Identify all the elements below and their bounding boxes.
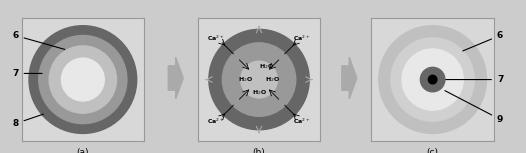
Circle shape — [39, 35, 127, 124]
Text: (b): (b) — [252, 148, 266, 153]
Text: Ca$^{2+}$: Ca$^{2+}$ — [207, 33, 225, 43]
Text: 8: 8 — [12, 114, 44, 128]
Circle shape — [241, 61, 277, 98]
Circle shape — [29, 26, 137, 133]
Text: 7: 7 — [440, 75, 503, 84]
Text: 9: 9 — [445, 91, 503, 124]
Text: Ca$^{2+}$: Ca$^{2+}$ — [293, 117, 311, 126]
Circle shape — [420, 67, 445, 92]
Circle shape — [379, 26, 487, 133]
Circle shape — [391, 38, 474, 121]
Text: H$_2$O: H$_2$O — [265, 75, 280, 84]
Circle shape — [62, 58, 104, 101]
Text: 6: 6 — [463, 31, 503, 51]
Text: 6: 6 — [12, 31, 65, 49]
Text: H$_2$O: H$_2$O — [259, 62, 275, 71]
Text: (a): (a) — [77, 148, 89, 153]
Text: 7: 7 — [12, 69, 42, 78]
Text: (c): (c) — [427, 148, 439, 153]
Circle shape — [209, 29, 309, 130]
FancyArrow shape — [168, 57, 183, 99]
Circle shape — [428, 75, 437, 84]
Text: Ca$^{2+}$: Ca$^{2+}$ — [207, 117, 225, 126]
Text: H$_2$O: H$_2$O — [251, 89, 267, 97]
Circle shape — [402, 49, 463, 110]
FancyArrow shape — [342, 57, 357, 99]
Text: Ca$^{2+}$: Ca$^{2+}$ — [293, 33, 311, 43]
Text: H$_2$O: H$_2$O — [238, 75, 253, 84]
Circle shape — [49, 46, 116, 113]
Circle shape — [222, 43, 296, 116]
